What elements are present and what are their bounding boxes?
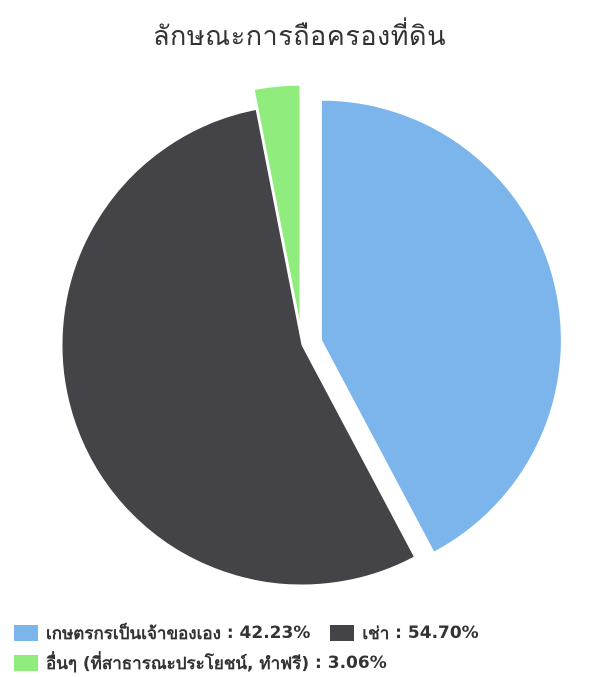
legend-label-owner: เกษตรกรเป็นเจ้าของเอง xyxy=(46,623,221,644)
pie-slice-rent[interactable] xyxy=(61,108,416,586)
legend-item-owner[interactable]: เกษตรกรเป็นเจ้าของเอง : 42.23% xyxy=(14,620,310,647)
legend-value-other: 3.06% xyxy=(327,653,387,673)
legend-swatch-owner xyxy=(14,625,38,641)
legend-sep-other: : xyxy=(309,653,328,673)
legend-sep-rent: : xyxy=(389,623,408,643)
pie-slice-owner[interactable] xyxy=(320,99,562,553)
legend-row-1: เกษตรกรเป็นเจ้าของเอง : 42.23% เช่า : 54… xyxy=(14,621,499,645)
legend-label-rent: เช่า xyxy=(362,623,390,644)
pie-slice-other[interactable] xyxy=(253,84,301,326)
legend-value-owner: 42.23% xyxy=(239,623,311,643)
legend-swatch-rent xyxy=(330,625,355,641)
legend-label-other: อื่นๆ (ที่สาธารณะประโยชน์, ทำฟรี) xyxy=(46,653,310,674)
chart-title: ลักษณะการถือครองที่ดิน xyxy=(152,21,447,52)
legend-item-rent[interactable]: เช่า : 54.70% xyxy=(330,620,479,647)
legend-item-other[interactable]: อื่นๆ (ที่สาธารณะประโยชน์, ทำฟรี) : 3.06… xyxy=(14,650,387,677)
legend-row-2: อื่นๆ (ที่สาธารณะประโยชน์, ทำฟรี) : 3.06… xyxy=(14,651,407,675)
pie-chart xyxy=(61,84,562,586)
legend-swatch-other xyxy=(14,655,38,671)
legend-value-rent: 54.70% xyxy=(407,623,479,643)
legend-sep-owner: : xyxy=(220,623,240,643)
